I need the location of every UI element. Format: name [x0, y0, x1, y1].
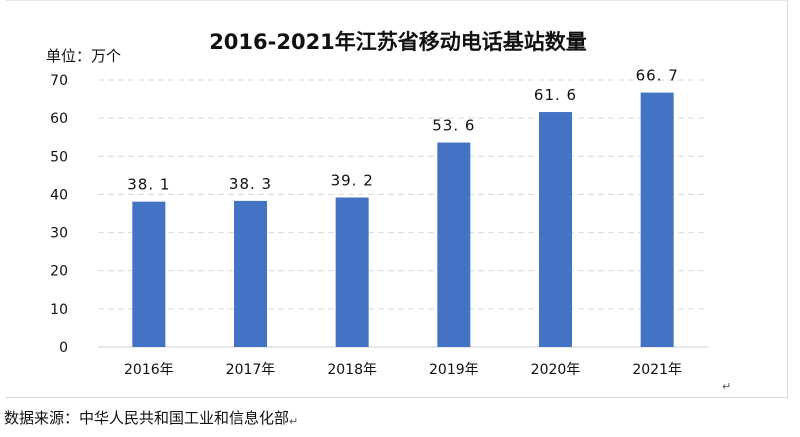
x-tick-label: 2021年 [632, 362, 682, 378]
x-axis-ticks: 2016年 2017年 2018年 2019年 2020年 2021年 [124, 362, 682, 378]
chart-title: 2016-2021年江苏省移动电话基站数量 [209, 30, 587, 54]
x-tick-label: 2020年 [531, 362, 581, 378]
y-tick-label: 70 [50, 73, 68, 89]
bar [539, 112, 572, 347]
y-tick-label: 40 [50, 187, 68, 203]
x-tick-label: 2016年 [124, 362, 174, 378]
y-tick-label: 10 [50, 302, 68, 318]
y-tick-label: 0 [59, 340, 68, 356]
chart-frame: 2016-2021年江苏省移动电话基站数量 单位：万个 0 10 20 30 40 50 6… [6, 0, 788, 398]
bar [132, 201, 166, 347]
x-tick-label: 2017年 [226, 362, 276, 378]
data-labels: 38. 1 38. 3 39. 2 53. 6 61. 6 66. 7 [127, 67, 679, 194]
data-label: 61. 6 [534, 86, 577, 104]
gridlines [98, 79, 708, 348]
y-axis-ticks: 0 10 20 30 40 50 60 70 [50, 73, 68, 356]
x-tick-label: 2018年 [327, 362, 377, 378]
bar [234, 200, 267, 347]
bars [132, 92, 674, 347]
data-label: 66. 7 [636, 67, 679, 85]
bar [335, 197, 369, 347]
source-note: 数据来源：中华人民共和国工业和信息化部↵ [4, 407, 298, 428]
bar-chart: 2016-2021年江苏省移动电话基站数量 单位：万个 0 10 20 30 40 50 6… [46, 30, 708, 378]
bar [437, 142, 471, 347]
y-tick-label: 60 [50, 111, 68, 127]
x-tick-label: 2019年 [429, 362, 479, 378]
y-tick-label: 50 [50, 149, 68, 165]
unit-label: 单位：万个 [46, 47, 121, 65]
data-label: 38. 3 [229, 175, 272, 193]
y-tick-label: 20 [50, 264, 68, 280]
data-label: 38. 1 [127, 176, 170, 194]
bar [640, 92, 674, 347]
paragraph-mark: ↵ [722, 380, 732, 393]
y-tick-label: 30 [50, 226, 68, 242]
source-note-text: 数据来源：中华人民共和国工业和信息化部 [4, 409, 290, 427]
data-label: 39. 2 [331, 171, 374, 189]
data-label: 53. 6 [432, 117, 475, 135]
paragraph-mark-inline: ↵ [289, 415, 299, 428]
